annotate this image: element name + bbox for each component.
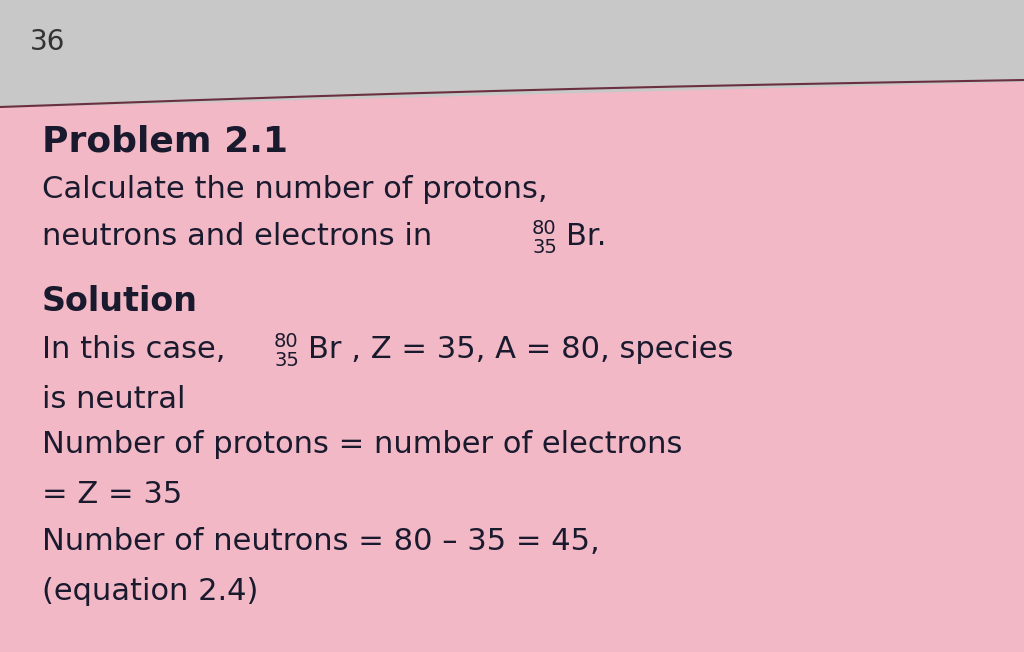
Text: (equation 2.4): (equation 2.4)	[42, 577, 258, 606]
Text: Problem 2.1: Problem 2.1	[42, 125, 288, 159]
Text: Br , Z = 35, A = 80, species: Br , Z = 35, A = 80, species	[308, 335, 733, 364]
Text: Solution: Solution	[42, 285, 198, 318]
Polygon shape	[0, 82, 1024, 652]
Text: 36: 36	[30, 28, 66, 56]
Text: 80: 80	[274, 332, 299, 351]
Text: Number of neutrons = 80 – 35 = 45,: Number of neutrons = 80 – 35 = 45,	[42, 527, 600, 556]
Text: 35: 35	[532, 238, 557, 257]
Text: Br.: Br.	[566, 222, 606, 251]
Text: 35: 35	[274, 351, 299, 370]
Text: neutrons and electrons in: neutrons and electrons in	[42, 222, 442, 251]
Text: 80: 80	[532, 219, 557, 238]
Text: is neutral: is neutral	[42, 385, 185, 414]
Text: Number of protons = number of electrons: Number of protons = number of electrons	[42, 430, 682, 459]
Text: Calculate the number of protons,: Calculate the number of protons,	[42, 175, 548, 204]
Text: = Z = 35: = Z = 35	[42, 480, 182, 509]
Text: In this case,: In this case,	[42, 335, 236, 364]
